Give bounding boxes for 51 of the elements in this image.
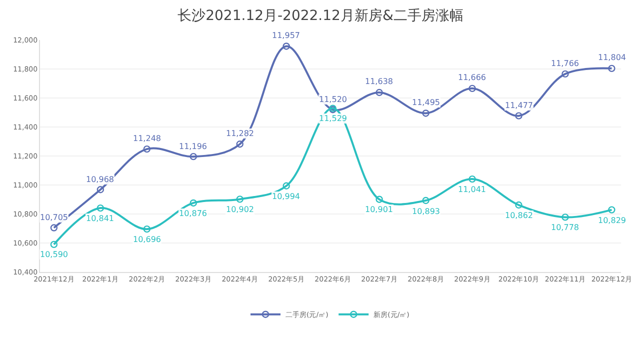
- data-label: 11,529: [319, 114, 347, 123]
- point: [515, 201, 522, 209]
- data-label: 11,520: [319, 95, 347, 104]
- data-label: 11,804: [598, 53, 626, 62]
- data-label: 11,766: [551, 59, 579, 68]
- data-label: 10,901: [365, 205, 393, 214]
- point: [422, 196, 430, 204]
- data-label: 11,495: [412, 98, 440, 107]
- data-label: 10,829: [598, 216, 626, 225]
- data-label: 11,282: [226, 129, 254, 138]
- point: [282, 42, 290, 50]
- data-label: 11,666: [458, 73, 486, 82]
- point: [143, 145, 150, 153]
- data-label: 11,957: [272, 31, 300, 40]
- data-label: 11,638: [365, 77, 393, 86]
- point: [608, 64, 616, 72]
- point: [468, 84, 476, 92]
- data-label: 10,876: [179, 209, 207, 218]
- data-label: 10,968: [86, 175, 114, 184]
- point: [422, 110, 430, 117]
- data-label: 11,477: [505, 101, 533, 110]
- point: [236, 196, 244, 203]
- data-label: 10,590: [40, 250, 68, 259]
- data-label: 10,893: [412, 207, 440, 216]
- point: [96, 186, 104, 194]
- chart-title: 长沙2021.12月-2022.12月新房&二手房涨幅: [178, 8, 464, 24]
- point: [50, 224, 58, 232]
- data-label: 10,696: [133, 235, 161, 244]
- data-label: 11,248: [133, 134, 161, 143]
- data-label: 10,862: [505, 211, 533, 220]
- data-label: 11,196: [179, 142, 207, 151]
- point: [190, 152, 197, 160]
- point: [50, 240, 58, 248]
- data-label: 11,041: [458, 185, 486, 194]
- point: [562, 214, 569, 221]
- point: [562, 70, 569, 78]
- point: [376, 88, 383, 96]
- point: [96, 204, 104, 212]
- data-label: 10,841: [86, 214, 114, 223]
- point: [236, 140, 244, 148]
- data-label: 10,778: [551, 223, 579, 232]
- point: [282, 182, 290, 190]
- point: [143, 225, 150, 233]
- point: [376, 196, 383, 203]
- point: [190, 199, 197, 207]
- point: [515, 112, 522, 120]
- point: [468, 175, 476, 183]
- data-label: 10,705: [40, 213, 68, 222]
- point: [608, 206, 616, 214]
- data-label: 10,994: [272, 192, 300, 201]
- data-label: 10,902: [226, 205, 254, 214]
